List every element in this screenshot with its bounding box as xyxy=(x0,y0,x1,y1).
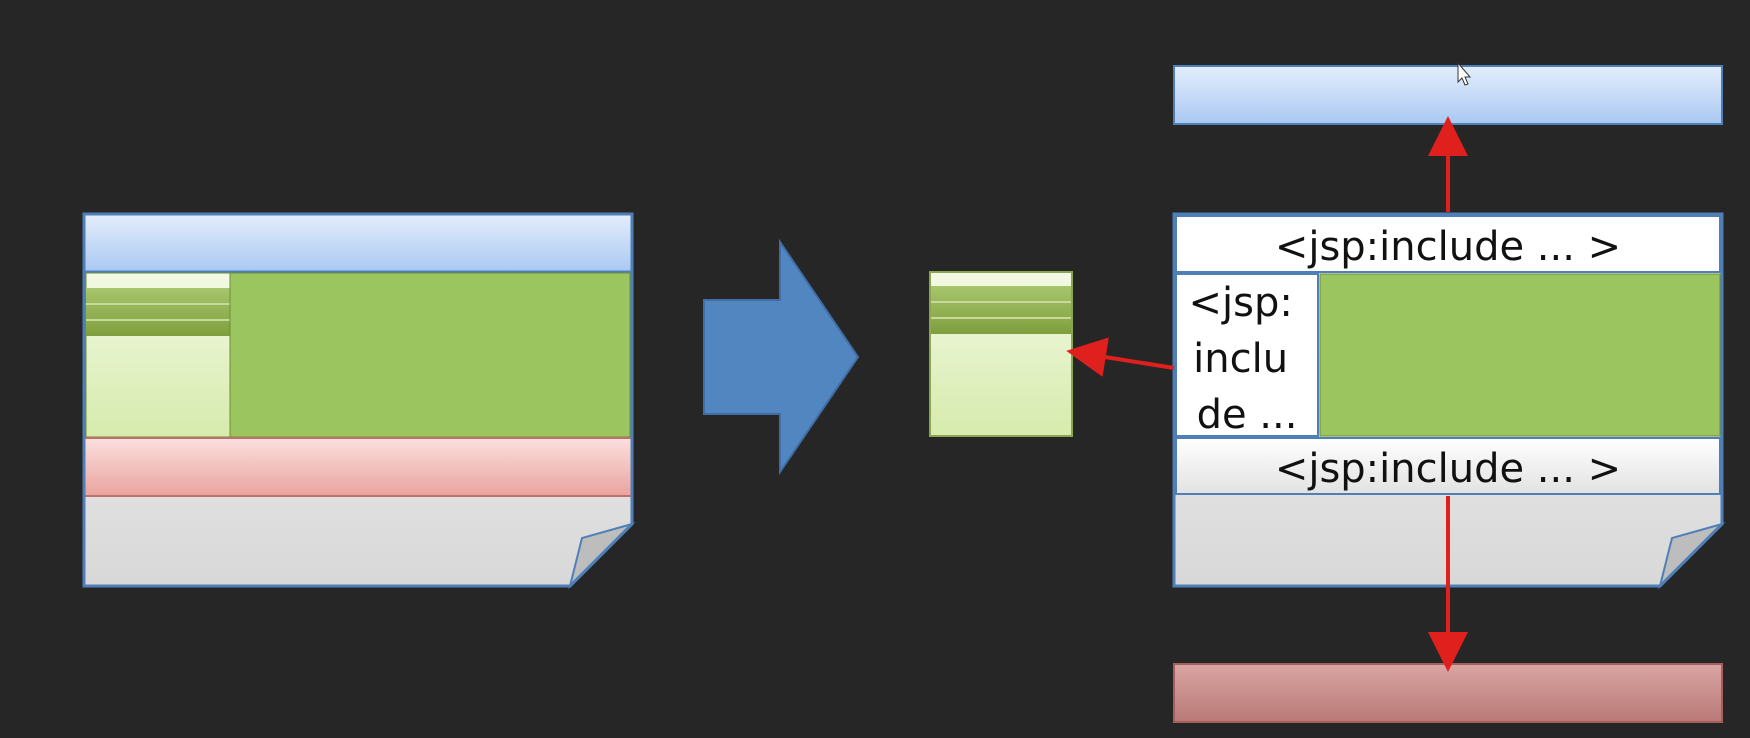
right-page-sidebar-include xyxy=(1175,273,1319,437)
left-page-content xyxy=(229,272,631,438)
left-page-header xyxy=(82,212,634,274)
left-page-footer xyxy=(83,437,633,497)
right-page: <jsp:include ... > <jsp: inclu de ... <j… xyxy=(1172,212,1726,590)
right-page-footer-include xyxy=(1175,437,1721,495)
extracted-header xyxy=(1173,65,1723,125)
left-page-sidebar-stripe xyxy=(86,288,230,336)
extracted-sidebar xyxy=(929,271,1073,437)
sidebar-include-line: <jsp: xyxy=(1188,280,1292,326)
header-include-text: <jsp:include ... > xyxy=(1275,224,1621,270)
extracted-footer xyxy=(1173,663,1723,723)
footer-include-text: <jsp:include ... > xyxy=(1275,446,1621,492)
process-arrow-icon xyxy=(703,238,860,476)
sidebar-include-line: de ... xyxy=(1197,392,1298,438)
right-page-header-include xyxy=(1175,215,1721,273)
arrow-to-sidebar xyxy=(1066,337,1175,377)
left-page xyxy=(82,212,636,590)
right-page-content xyxy=(1319,273,1721,437)
sidebar-include-text: <jsp: inclu de ... xyxy=(1188,280,1305,438)
sidebar-include-line: inclu xyxy=(1193,336,1288,382)
mouse-cursor-icon xyxy=(1457,61,1472,86)
